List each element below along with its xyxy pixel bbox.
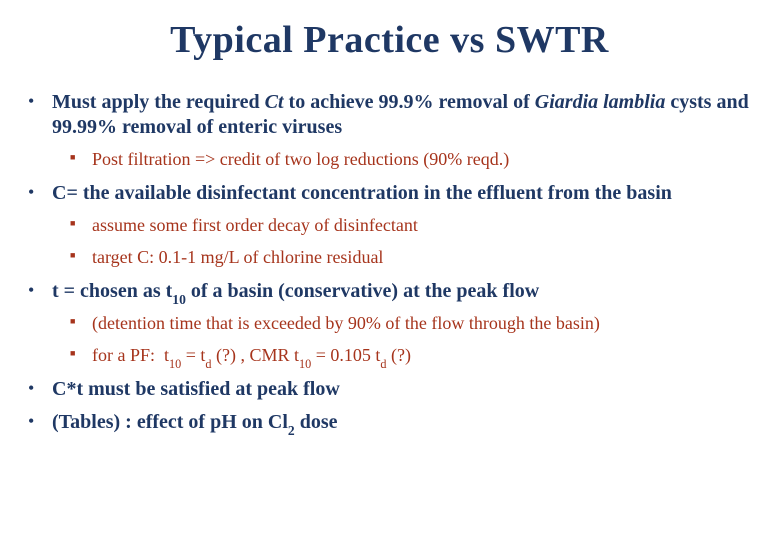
bullet-level2: target C: 0.1-1 mg/L of chlorine residua… [70,246,751,269]
bullet-list-level2: assume some first order decay of disinfe… [52,214,751,269]
bullet-text: Must apply the required Ct to achieve 99… [52,91,749,138]
bullet-text: C*t must be satisfied at peak flow [52,378,340,400]
bullet-level2: Post filtration => credit of two log red… [70,148,751,171]
bullet-level2: for a PF: t10 = td (?) , CMR t10 = 0.105… [70,344,751,367]
slide-title: Typical Practice vs SWTR [28,18,751,62]
bullet-level1: (Tables) : effect of pH on Cl2 dose [28,410,751,435]
bullet-level2: assume some first order decay of disinfe… [70,214,751,237]
bullet-level1: C*t must be satisfied at peak flow [28,377,751,402]
bullet-list-level2: (detention time that is exceeded by 90% … [52,312,751,367]
bullet-text: Post filtration => credit of two log red… [92,149,509,169]
bullet-text: (detention time that is exceeded by 90% … [92,313,600,333]
bullet-text: t = chosen as t10 of a basin (conservati… [52,280,539,302]
bullet-list-level2: Post filtration => credit of two log red… [52,148,751,171]
bullet-text: for a PF: t10 = td (?) , CMR t10 = 0.105… [92,345,411,365]
bullet-text: target C: 0.1-1 mg/L of chlorine residua… [92,247,383,267]
bullet-level1: Must apply the required Ct to achieve 99… [28,90,751,171]
bullet-level1: C= the available disinfectant concentrat… [28,181,751,269]
bullet-level1: t = chosen as t10 of a basin (conservati… [28,279,751,367]
bullet-text: (Tables) : effect of pH on Cl2 dose [52,411,338,433]
bullet-text: assume some first order decay of disinfe… [92,215,418,235]
bullet-level2: (detention time that is exceeded by 90% … [70,312,751,335]
bullet-list-level1: Must apply the required Ct to achieve 99… [28,90,751,435]
slide: Typical Practice vs SWTR Must apply the … [0,0,771,544]
bullet-text: C= the available disinfectant concentrat… [52,182,672,204]
